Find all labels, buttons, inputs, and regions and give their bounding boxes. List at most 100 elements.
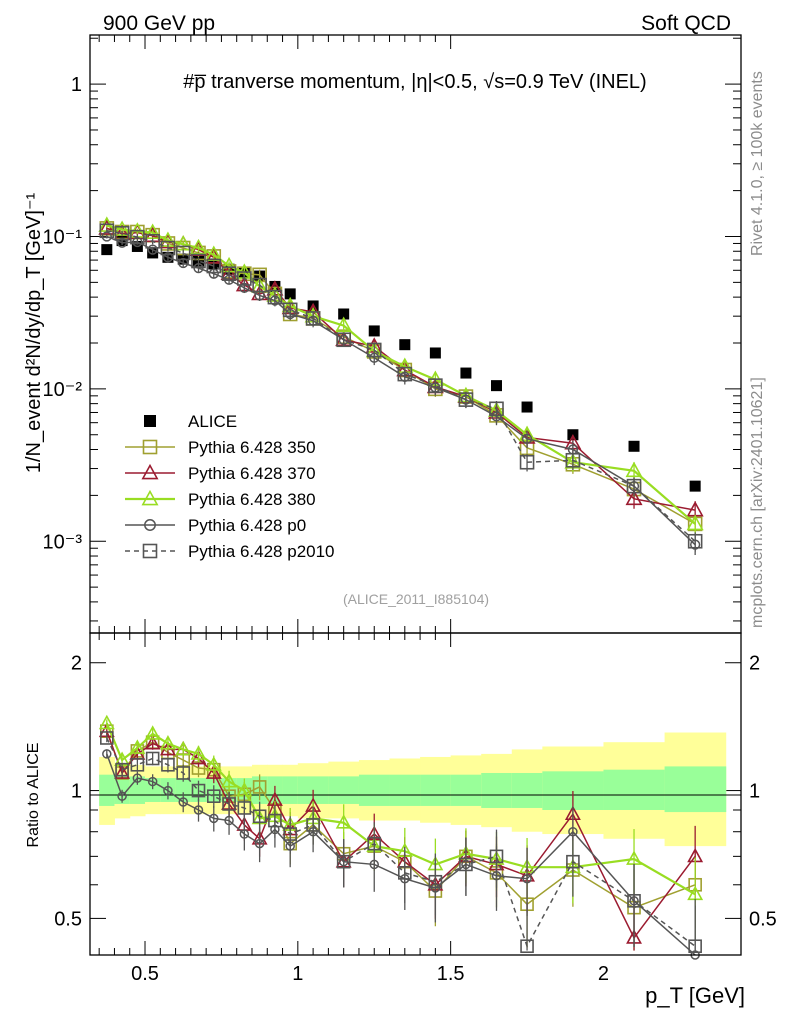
ratio-panel-data: [98, 714, 704, 960]
data-point: [206, 258, 222, 274]
band-inner-bin: [603, 769, 666, 811]
data-point: [428, 378, 443, 393]
ratio-point: [283, 827, 297, 841]
data-point: [147, 244, 158, 255]
ratio-point: [176, 766, 191, 780]
data-point: [399, 339, 411, 351]
legend-label: Pythia 6.428 380: [188, 490, 316, 509]
legend: ALICE Pythia 6.428 350 Pythia 6.428 370 Pyt…: [125, 412, 335, 561]
ratio-point: [239, 829, 250, 839]
ratio-point: [193, 805, 204, 815]
data-point: [521, 433, 533, 444]
ratio-line: [106, 753, 696, 956]
ratio-point: [222, 797, 236, 811]
series-line: [106, 230, 696, 542]
ratio-point: [252, 780, 267, 794]
data-point: [237, 271, 252, 286]
data-point: [689, 480, 701, 492]
ratio-point: [98, 714, 115, 730]
data-point: [397, 366, 413, 382]
y-tick-label: 10⁻³: [43, 531, 83, 553]
y-tick-label: 2: [71, 653, 82, 675]
y-tick-label: 1: [71, 74, 82, 96]
ratio-point: [114, 764, 131, 779]
data-point: [114, 225, 130, 241]
data-point: [101, 244, 113, 256]
ratio-point: [522, 873, 532, 884]
legend-label: Pythia 6.428 p2010: [188, 542, 335, 561]
data-point: [191, 253, 206, 269]
data-point: [175, 245, 191, 261]
legend-marker: [141, 463, 159, 480]
data-point: [625, 489, 643, 506]
ratio-point: [252, 809, 267, 824]
bottom-panel-ticks: 0.5 1 1.5 2 2 2 1 1 0.5 0.5: [54, 653, 777, 985]
ratio-point: [178, 797, 188, 807]
ratio-point: [130, 757, 145, 772]
legend-marker: [144, 519, 156, 531]
y-tick-label: 10⁻²: [43, 379, 83, 401]
ratio-point: [627, 894, 641, 908]
legend-label: Pythia 6.428 p0: [188, 516, 306, 535]
data-point: [178, 257, 189, 269]
data-point: [460, 367, 472, 379]
ratio-point: [254, 838, 265, 849]
legend-label: Pythia 6.428 370: [188, 464, 316, 483]
ratio-point: [335, 814, 352, 829]
ratio-point: [268, 813, 282, 828]
band-inner-bin: [282, 776, 299, 804]
band-inner-bin: [481, 772, 513, 808]
band-inner-bin: [175, 778, 192, 802]
data-point: [145, 233, 160, 249]
data-point: [519, 454, 535, 470]
ratio-y-axis-label: Ratio to ALICE: [25, 743, 42, 848]
ratio-point: [566, 854, 580, 869]
band-inner-bin: [664, 766, 727, 813]
band-inner-bin: [99, 774, 115, 806]
legend-marker: [144, 415, 156, 427]
y-tick-label: 0.5: [54, 908, 82, 930]
ratio-point: [336, 854, 351, 869]
data-point: [338, 308, 350, 320]
data-point: [284, 288, 296, 300]
x-tick-label: 1.5: [437, 963, 465, 985]
ratio-point: [102, 749, 112, 759]
ratio-point: [367, 836, 382, 851]
band-inner-bin: [450, 774, 482, 806]
data-point: [626, 478, 642, 494]
ratio-point: [306, 818, 320, 832]
data-point: [144, 223, 162, 239]
data-point: [565, 452, 581, 468]
ratio-point: [147, 776, 158, 787]
top-panel-data: [98, 216, 704, 556]
y-tick-label: 1: [71, 781, 82, 803]
top-panel-ticks: 1 10⁻¹ 10⁻² 10⁻³: [43, 35, 741, 647]
data-point: [368, 325, 380, 337]
data-point: [521, 401, 533, 413]
data-point: [490, 380, 502, 392]
data-point: [628, 440, 640, 452]
ratio-point: [205, 756, 222, 771]
ratio-point: [237, 801, 252, 815]
data-point: [130, 229, 145, 245]
ratio-point: [209, 813, 219, 824]
legend-marker: [142, 439, 158, 455]
data-point: [305, 311, 321, 326]
ratio-line: [106, 737, 696, 949]
ratio-point: [398, 866, 412, 880]
ratio-point: [117, 791, 127, 801]
ratio-point: [428, 874, 443, 889]
ratio-point: [175, 740, 192, 756]
plot-title: #p̅ tranverse momentum, |η|<0.5, √s=0.9 …: [183, 71, 646, 93]
data-point: [162, 252, 174, 263]
ratio-point: [132, 773, 143, 783]
ratio-point: [520, 939, 534, 954]
data-point: [147, 247, 159, 259]
data-point: [282, 302, 298, 318]
ratio-point: [489, 849, 504, 864]
data-point: [489, 401, 504, 417]
data-point: [366, 342, 382, 358]
data-point: [335, 316, 353, 332]
header-right: Soft QCD: [641, 12, 731, 35]
